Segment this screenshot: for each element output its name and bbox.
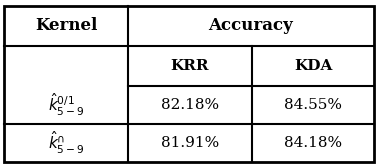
Text: 84.18%: 84.18% bbox=[284, 136, 342, 150]
Text: $\hat{k}_{5-9}^{0/1}$: $\hat{k}_{5-9}^{0/1}$ bbox=[48, 92, 84, 118]
Text: $\hat{k}_{5-9}^{\cap}$: $\hat{k}_{5-9}^{\cap}$ bbox=[48, 130, 84, 156]
Text: KRR: KRR bbox=[171, 59, 209, 73]
Text: 82.18%: 82.18% bbox=[161, 98, 219, 112]
Text: KDA: KDA bbox=[294, 59, 332, 73]
Text: Accuracy: Accuracy bbox=[209, 18, 293, 34]
Text: 81.91%: 81.91% bbox=[161, 136, 219, 150]
Text: Kernel: Kernel bbox=[35, 18, 97, 34]
Text: 84.55%: 84.55% bbox=[284, 98, 342, 112]
